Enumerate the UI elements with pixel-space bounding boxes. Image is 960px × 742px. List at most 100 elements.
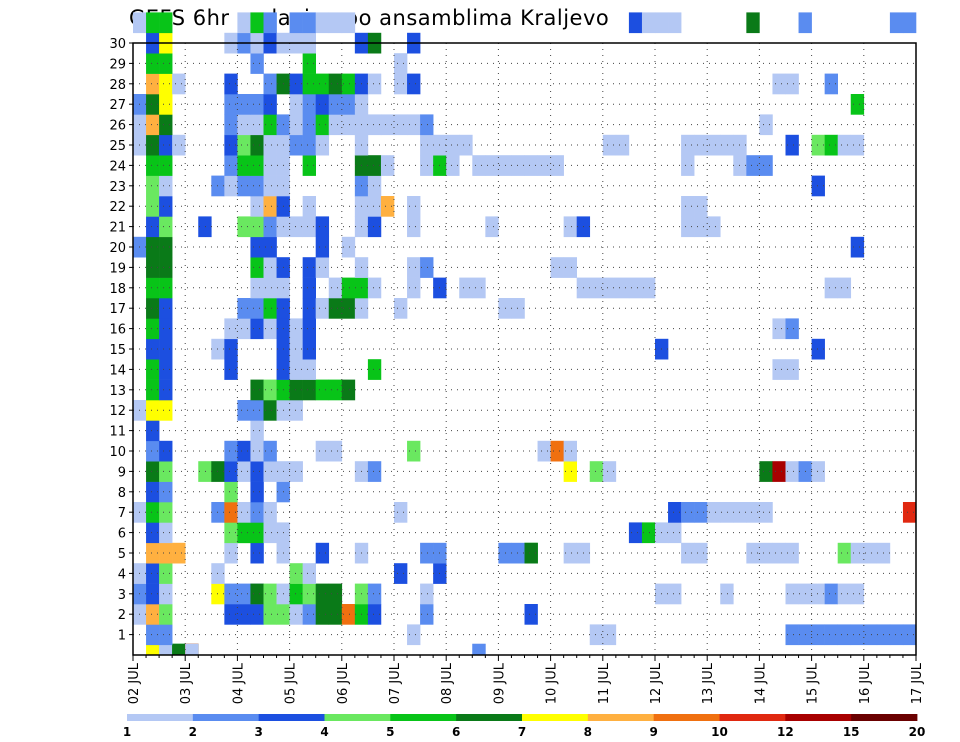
heatmap-cell [394, 563, 408, 584]
heatmap-cell [146, 53, 160, 74]
legend-swatch [456, 714, 523, 721]
heatmap-cell [759, 542, 773, 564]
heatmap-cell [811, 461, 825, 482]
y-tick-label: 4 [118, 567, 126, 582]
heatmap-cell [289, 216, 303, 238]
heatmap-cell [146, 461, 160, 482]
y-tick-label: 14 [109, 363, 126, 378]
x-tick-label: 03 JUL [179, 662, 194, 704]
heatmap-cell [289, 359, 303, 380]
heatmap-cell [289, 114, 303, 136]
heatmap-cell [694, 216, 708, 238]
x-tick-label: 06 JUL [336, 662, 351, 704]
heatmap-cell [511, 298, 525, 319]
heatmap-cell [628, 277, 643, 299]
heatmap-cell [237, 155, 251, 176]
heatmap-cell [772, 359, 786, 380]
heatmap-cell [224, 461, 238, 482]
heatmap-cell [785, 624, 799, 646]
heatmap-cell [289, 604, 303, 625]
heatmap-cell [824, 73, 838, 95]
heatmap-cell [289, 73, 303, 95]
heatmap-cell [837, 277, 852, 299]
heatmap-cell [263, 114, 277, 136]
heatmap-cell [341, 379, 356, 401]
heatmap-cell [172, 73, 186, 95]
heatmap-cell [250, 114, 264, 136]
heatmap-cell [198, 461, 212, 482]
heatmap-cell [237, 502, 251, 523]
heatmap-cell [315, 236, 330, 258]
heatmap-cell [694, 542, 708, 564]
heatmap-cell [681, 196, 695, 217]
heatmap-cell [720, 134, 734, 156]
heatmap-cell [563, 542, 577, 564]
heatmap-cell [785, 583, 799, 605]
heatmap-cell [746, 542, 760, 564]
heatmap-cell [159, 12, 173, 34]
heatmap-cell [146, 338, 160, 360]
heatmap-cell [159, 481, 173, 503]
heatmap-cell [785, 359, 799, 380]
heatmap-cell [668, 12, 682, 34]
heatmap-cell [250, 604, 264, 625]
heatmap-cell [302, 216, 316, 238]
heatmap-cell [159, 298, 173, 319]
heatmap-cell [759, 155, 773, 176]
heatmap-cell [668, 502, 682, 523]
heatmap-cell [224, 94, 238, 115]
heatmap-cell [159, 277, 173, 299]
heatmap-cell [367, 604, 382, 625]
heatmap-cell [315, 12, 330, 34]
heatmap-cell [407, 114, 421, 136]
heatmap-cell [146, 604, 160, 625]
heatmap-cell [302, 257, 316, 278]
legend-label: 4 [320, 725, 328, 739]
heatmap-cell [550, 155, 564, 176]
heatmap-cell [785, 73, 799, 95]
heatmap-cell [146, 440, 160, 462]
heatmap-cell [850, 624, 865, 646]
heatmap-cell [250, 12, 264, 34]
heatmap-cell [146, 624, 160, 646]
heatmap-cell [250, 379, 264, 401]
heatmap-cell [250, 318, 264, 340]
heatmap-cell [589, 277, 604, 299]
heatmap-cell [328, 94, 343, 115]
heatmap-cell [602, 277, 617, 299]
x-axis: 02 JUL 03 JUL 04 JUL 05 JUL 06 JUL 07 JUL 08 J… [127, 655, 925, 704]
heatmap-cell [720, 502, 734, 523]
heatmap-cell [250, 440, 264, 462]
x-tick-label: 17 JUL [910, 662, 925, 704]
y-tick-label: 25 [109, 139, 126, 154]
heatmap-cell [146, 277, 160, 299]
heatmap-cell [250, 481, 264, 503]
heatmap-cell [485, 155, 499, 176]
heatmap-cell [224, 502, 238, 523]
x-tick-label: 10 JUL [545, 662, 560, 704]
heatmap-cell [746, 12, 760, 34]
heatmap-cell [146, 502, 160, 523]
heatmap-cell [524, 155, 538, 176]
heatmap-cell [159, 400, 173, 421]
heatmap-cell [237, 298, 251, 319]
heatmap-cell [250, 196, 264, 217]
legend-swatch [324, 714, 391, 721]
heatmap-cell [511, 542, 525, 564]
heatmap-cell [563, 461, 577, 482]
heatmap-cell [772, 542, 786, 564]
heatmap-cell [289, 12, 303, 34]
heatmap-cell [628, 522, 643, 544]
heatmap-cell [237, 94, 251, 115]
x-tick-label: 14 JUL [753, 662, 768, 704]
heatmap-cell [824, 624, 838, 646]
heatmap-cell [328, 298, 343, 319]
heatmap-cell [302, 359, 316, 380]
heatmap-cell [537, 440, 551, 462]
heatmap-cell [146, 73, 160, 95]
heatmap-cell [146, 420, 160, 442]
heatmap-cell [302, 134, 316, 156]
heatmap-cell [328, 440, 343, 462]
heatmap-cell [237, 12, 251, 34]
legend-swatch [719, 714, 786, 721]
